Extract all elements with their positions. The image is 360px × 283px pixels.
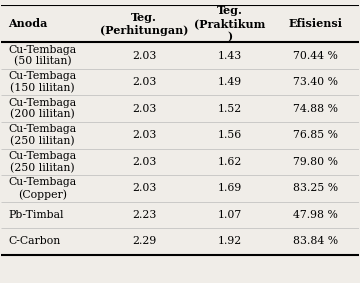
Text: 2.03: 2.03 (132, 104, 157, 114)
Text: 73.40 %: 73.40 % (293, 77, 338, 87)
Text: 1.92: 1.92 (218, 237, 242, 246)
Text: 1.49: 1.49 (218, 77, 242, 87)
Text: 70.44 %: 70.44 % (293, 51, 338, 61)
Text: 2.23: 2.23 (132, 210, 157, 220)
Text: 2.03: 2.03 (132, 51, 157, 61)
Text: 1.43: 1.43 (218, 51, 242, 61)
Text: 2.03: 2.03 (132, 130, 157, 140)
Text: 1.56: 1.56 (218, 130, 242, 140)
Text: Efisiensi: Efisiensi (289, 18, 343, 29)
Text: C-Carbon: C-Carbon (9, 237, 61, 246)
Text: 2.29: 2.29 (132, 237, 156, 246)
Text: Cu-Tembaga
(200 lilitan): Cu-Tembaga (200 lilitan) (9, 98, 77, 120)
Text: 2.03: 2.03 (132, 77, 157, 87)
Text: 1.52: 1.52 (218, 104, 242, 114)
Text: Anoda: Anoda (9, 18, 48, 29)
Text: Teg.
(Perhitungan): Teg. (Perhitungan) (100, 12, 189, 36)
Text: 2.03: 2.03 (132, 157, 157, 167)
Text: Pb-Timbal: Pb-Timbal (9, 210, 64, 220)
Text: 2.03: 2.03 (132, 183, 157, 193)
Text: 1.07: 1.07 (218, 210, 242, 220)
Text: Cu-Tembaga
(50 lilitan): Cu-Tembaga (50 lilitan) (9, 45, 77, 67)
Text: Cu-Tembaga
(250 lilitan): Cu-Tembaga (250 lilitan) (9, 124, 77, 146)
Text: 83.84 %: 83.84 % (293, 237, 338, 246)
Text: 1.69: 1.69 (218, 183, 242, 193)
Text: Cu-Tembaga
(150 lilitan): Cu-Tembaga (150 lilitan) (9, 71, 77, 93)
Text: 79.80 %: 79.80 % (293, 157, 338, 167)
Text: Cu-Tembaga
(Copper): Cu-Tembaga (Copper) (9, 177, 77, 200)
Text: 47.98 %: 47.98 % (293, 210, 338, 220)
Text: 74.88 %: 74.88 % (293, 104, 338, 114)
Text: 76.85 %: 76.85 % (293, 130, 338, 140)
Text: Cu-Tembaga
(250 lilitan): Cu-Tembaga (250 lilitan) (9, 151, 77, 173)
Text: Teg.
(Praktikum
): Teg. (Praktikum ) (194, 5, 266, 42)
Text: 83.25 %: 83.25 % (293, 183, 338, 193)
Text: 1.62: 1.62 (218, 157, 242, 167)
